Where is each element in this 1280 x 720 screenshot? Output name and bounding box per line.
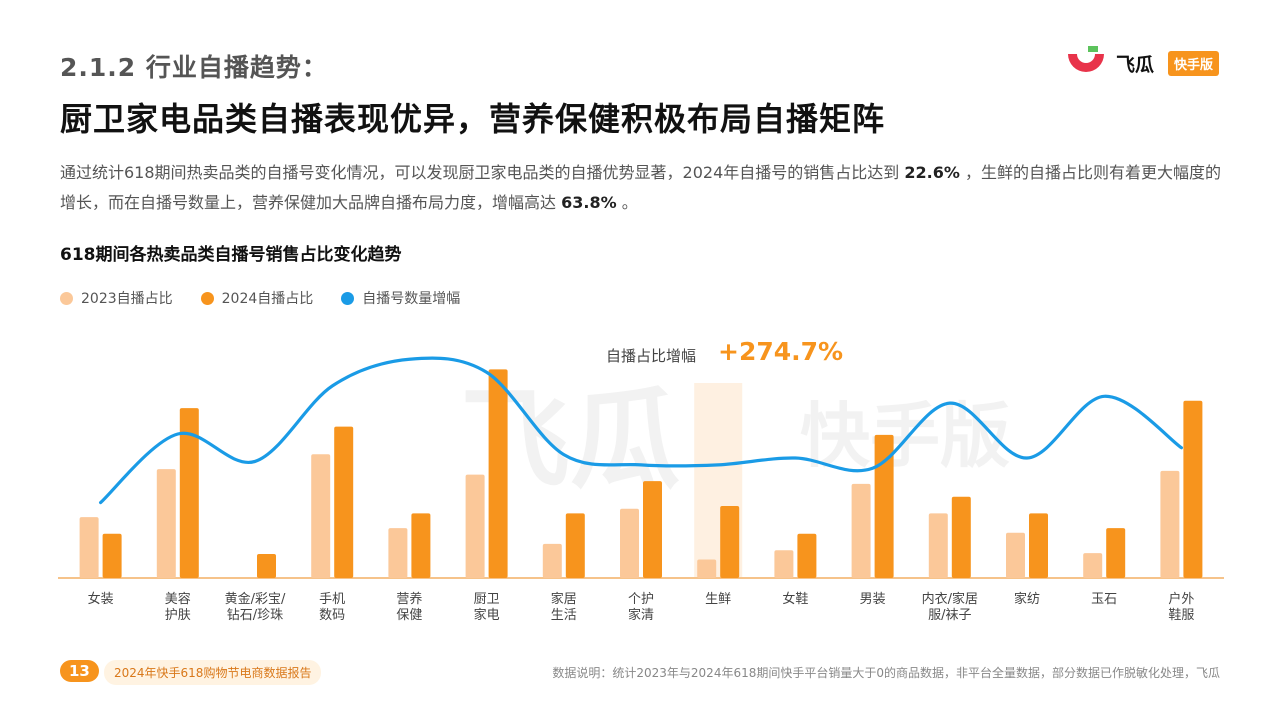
bar-2024-4 (411, 513, 431, 578)
bar-2024-2 (257, 554, 276, 578)
bar-2023-13 (1083, 553, 1103, 578)
x-tick-label-7: 个护 家清 (627, 592, 654, 623)
legend-label-2023: 2023自播占比 (81, 291, 173, 307)
highlight-value-1: 22.6% (904, 163, 960, 182)
bar-2023-3 (311, 454, 331, 578)
annotation-label: 自播占比增幅 (606, 347, 697, 365)
section-title: 2.1.2 行业自播趋势： (60, 53, 328, 82)
logo-badge: 快手版 (1168, 51, 1220, 76)
legend-item-growth: 自播号数量增幅 (341, 288, 460, 308)
bar-2024-5 (488, 369, 508, 578)
bar-2024-6 (565, 513, 585, 578)
bar-2023-9 (774, 550, 794, 578)
bar-2023-7 (620, 508, 639, 578)
description-text-2: ，生鲜的自播占比则有着更大幅度的增长，而在自播号数量上，营养保健加大品牌自播布局… (60, 163, 1221, 212)
x-tick-label-6: 家居 生活 (550, 592, 577, 623)
chart-title: 618期间各热卖品类自播号销售占比变化趋势 (60, 245, 402, 265)
x-tick-label-3: 手机 数码 (319, 592, 346, 623)
bar-2024-13 (1106, 528, 1126, 578)
bar-2023-14 (1160, 470, 1180, 578)
bar-2024-11 (951, 496, 971, 578)
bar-2024-10 (874, 434, 894, 578)
bar-2023-5 (465, 474, 485, 578)
annotation-value: +274.7% (718, 337, 844, 366)
x-tick-label-2: 黄金/彩宝/ 钻石/珍珠 (224, 592, 286, 623)
bar-2024-9 (797, 533, 817, 578)
legend-dot-2023 (60, 291, 73, 305)
legend-dot-2024 (200, 291, 214, 305)
highlight-value-2: 63.8% (561, 193, 617, 212)
x-tick-label-12: 家纺 (1013, 592, 1040, 607)
bar-2024-8 (720, 506, 740, 578)
bar-2024-7 (643, 481, 662, 578)
logo-brand: 飞瓜 (1116, 54, 1155, 76)
bar-2024-0 (102, 533, 122, 578)
x-tick-label-11: 内衣/家居 服/袜子 (921, 592, 978, 623)
page-number: 13 (60, 660, 99, 682)
x-tick-label-13: 玉石 (1091, 592, 1118, 607)
bar-2023-0 (79, 517, 99, 578)
legend-item-2024: 2024自播占比 (200, 288, 314, 308)
x-tick-label-1: 美容 护肤 (164, 592, 191, 623)
bar-2023-12 (1006, 532, 1025, 578)
bar-2024-14 (1183, 400, 1203, 578)
bar-2023-4 (388, 528, 408, 578)
x-tick-label-14: 户外 鞋服 (1168, 592, 1195, 623)
page-headline: 厨卫家电品类自播表现优异，营养保健积极布局自播矩阵 (60, 100, 886, 138)
growth-line (99, 356, 1183, 505)
logo: 飞瓜 快手版 (1064, 44, 1224, 80)
x-tick-label-0: 女装 (87, 592, 114, 607)
bar-2023-6 (542, 543, 562, 578)
brand-logo-icon (1068, 46, 1104, 72)
description-text-1: 通过统计618期间热卖品类的自播号变化情况，可以发现厨卫家电品类的自播优势显著，… (60, 163, 905, 182)
x-tick-label-4: 营养 保健 (396, 592, 423, 623)
bar-2024-12 (1029, 513, 1048, 578)
x-tick-label-5: 厨卫 家电 (473, 592, 500, 623)
bar-2023-1 (156, 469, 176, 578)
x-tick-label-10: 男装 (859, 592, 886, 607)
bar-2023-11 (928, 513, 948, 578)
legend-dot-growth (341, 291, 355, 305)
legend-item-2023: 2023自播占比 (60, 288, 173, 308)
data-note: 数据说明：统计2023年与2024年618期间快手平台销量大于0的商品数据，非平… (552, 666, 1220, 680)
legend-label-2024: 2024自播占比 (221, 291, 314, 307)
bar-2024-1 (179, 408, 199, 578)
bar-2023-8 (697, 559, 717, 578)
report-title: 2024年快手618购物节电商数据报告 (104, 660, 322, 685)
bar-2023-10 (851, 483, 871, 578)
description-text-3: 。 (616, 193, 638, 212)
description: 通过统计618期间热卖品类的自播号变化情况，可以发现厨卫家电品类的自播优势显著，… (60, 158, 1225, 218)
x-tick-label-8: 生鲜 (705, 592, 732, 607)
legend-label-growth: 自播号数量增幅 (362, 291, 461, 307)
chart-legend: 2023自播占比 2024自播占比 自播号数量增幅 (60, 288, 488, 308)
chart-plot (58, 356, 1224, 579)
x-tick-label-9: 女鞋 (782, 592, 809, 607)
bar-2024-3 (334, 426, 354, 578)
